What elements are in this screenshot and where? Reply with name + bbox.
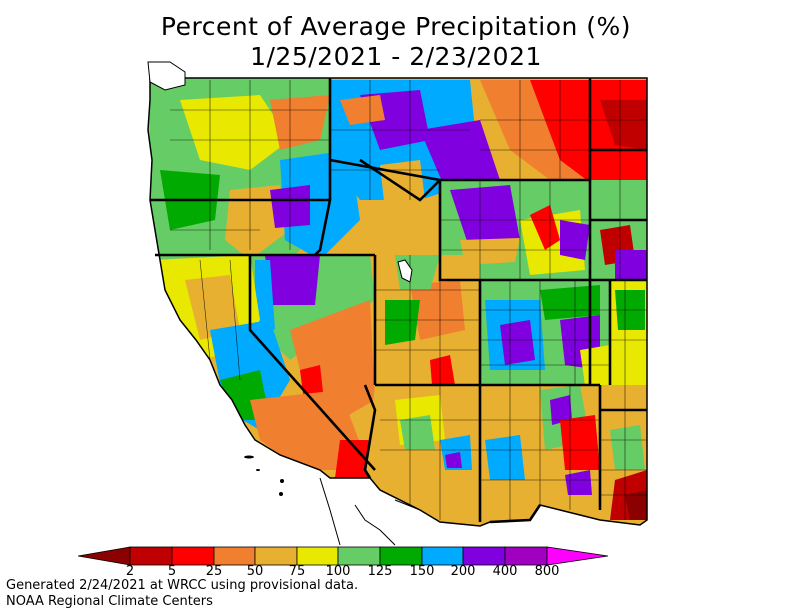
legend-bin-under: [78, 546, 131, 566]
legend-tick: 50: [246, 564, 264, 579]
source-credit: NOAA Regional Climate Centers: [6, 594, 213, 609]
legend-tick: 5: [167, 564, 177, 579]
puget-sound: [147, 61, 186, 91]
channel-islands: [244, 455, 284, 496]
legend-tick: 200: [450, 564, 476, 579]
legend-tick: 25: [205, 564, 223, 579]
generated-note: Generated 2/24/2021 at WRCC using provis…: [6, 578, 359, 593]
precip-raster: [148, 78, 647, 526]
legend-tick: 150: [409, 564, 435, 579]
legend-ticks: 2 5 25 50 75 100 125 150 200 400 800: [0, 564, 792, 580]
map-title: Percent of Average Precipitation (%): [160, 12, 632, 41]
mexico-outline: [319, 477, 421, 546]
color-legend: [78, 546, 714, 566]
legend-tick: 400: [492, 564, 518, 579]
legend-tick: 2: [125, 564, 135, 579]
legend-bin-over: [546, 546, 609, 566]
legend-tick: 800: [534, 564, 560, 579]
legend-tick: 125: [367, 564, 393, 579]
date-range: 1/25/2021 - 2/23/2021: [250, 42, 542, 71]
colorbar: [78, 546, 609, 566]
state-borders: [150, 78, 647, 524]
great-salt-lake: [397, 259, 413, 283]
legend-tick: 75: [288, 564, 306, 579]
county-lines: [160, 80, 647, 520]
legend-tick: 100: [325, 564, 351, 579]
coastline: [147, 77, 648, 527]
